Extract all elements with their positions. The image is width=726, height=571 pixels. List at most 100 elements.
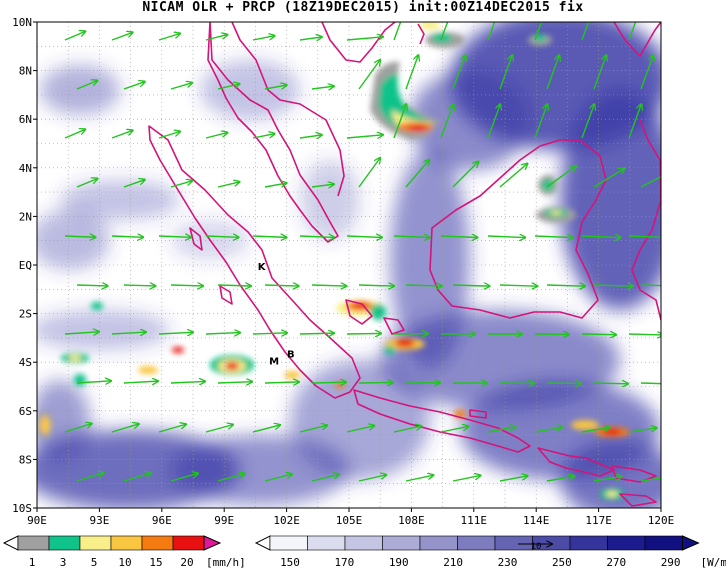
wind-vector [111, 332, 146, 334]
wind-vector [76, 473, 104, 482]
coast-sulawesi [631, 119, 661, 321]
wind-vector [393, 104, 406, 139]
wind-vector [628, 22, 637, 41]
olr-colorbar-units: [W/m^2] [701, 556, 726, 569]
wind-vector [499, 164, 527, 188]
precip-colorbar-label: 1 [29, 556, 36, 569]
wind-vector [217, 474, 245, 482]
coast-madura [469, 409, 487, 419]
wind-vector [252, 236, 286, 237]
wind-vector [252, 425, 280, 433]
wind-vector [640, 382, 661, 385]
coastlines [148, 22, 661, 507]
station-label: K [258, 262, 267, 273]
coast-java [353, 389, 531, 453]
wind-vector [311, 184, 334, 187]
wind-vector [299, 236, 334, 237]
wind-vector [405, 160, 429, 188]
wind-vector [440, 104, 453, 139]
wind-vector [452, 285, 490, 286]
wind-vector [158, 132, 180, 139]
wind-vector [123, 473, 151, 482]
olr-colorbar-swatch [607, 535, 646, 551]
coast-philippines [613, 22, 661, 57]
wind-vector [487, 236, 525, 238]
wind-vector [205, 236, 239, 237]
wind-vector [158, 332, 193, 334]
wind-vector [76, 381, 111, 383]
lon-tick-labels: 90E 93E 96E 99E 102E 105E 108E 111E 114E 117E 120E [27, 508, 674, 527]
wind-vector [217, 382, 252, 383]
wind-vector [452, 55, 465, 90]
wind-vector [452, 162, 478, 188]
wind-vector [546, 285, 585, 286]
wind-vector [217, 285, 251, 286]
wind-vector [170, 381, 205, 383]
precip-colorbar-swatch [17, 535, 50, 551]
wind-vector [499, 285, 537, 286]
wind-vector [393, 22, 402, 41]
wind-vector [440, 426, 468, 433]
lat-tick-label: 6N [19, 113, 32, 126]
wind-vector [581, 104, 594, 139]
lat-tick-label: EQ [19, 259, 32, 272]
wind-vector [640, 55, 653, 90]
wind-vector [64, 236, 95, 237]
wind-vector [158, 34, 180, 41]
olr-colorbar-swatch [419, 535, 458, 551]
wind-vector [346, 135, 383, 138]
olr-colorbar-label: 270 [606, 556, 626, 569]
olr-colorbar-label: 170 [334, 556, 354, 569]
wind-vector [299, 333, 334, 334]
coast-indochina [321, 22, 396, 63]
coast-thailand-gulf [231, 22, 345, 197]
wind-vector [499, 476, 528, 482]
olr-colorbar-swatch [269, 535, 308, 551]
lat-tick-label: 2S [19, 308, 32, 321]
olr-colorbar-label: 250 [552, 556, 572, 569]
coast-nias [189, 227, 203, 251]
lat-tick-label: 8N [19, 65, 32, 78]
precip-colorbar-label: 10 [118, 556, 131, 569]
wind-vector [593, 383, 628, 384]
wind-vector [64, 31, 85, 41]
station-label: M [269, 357, 279, 368]
wind-vector [581, 334, 616, 335]
wind-vector [358, 285, 394, 286]
wind-vector [311, 285, 346, 286]
wind-vector [487, 104, 500, 139]
wind-vector [158, 424, 186, 433]
lat-tick-labels: 10N 8N 6N 4N 2N EQ 2S 4S 6S 8S 10S [12, 16, 37, 515]
olr-colorbar-label: 190 [389, 556, 409, 569]
wind-vector [299, 135, 322, 138]
lon-tick-label: 111E [461, 514, 488, 527]
wind-vector [299, 425, 327, 433]
lat-tick-label: 4N [19, 162, 32, 175]
wind-vector [217, 182, 239, 188]
wind-vector [393, 426, 421, 433]
wind-vector [546, 476, 575, 482]
wind-vector [170, 285, 203, 286]
wind-vector [546, 383, 581, 384]
wind-vector [311, 86, 334, 89]
wind-vector [264, 285, 299, 286]
lon-tick-label: 108E [398, 514, 425, 527]
precip-colorbar-label: 5 [91, 556, 98, 569]
lat-tick-label: 10N [12, 16, 32, 29]
precip-colorbar-low-cap [2, 535, 19, 551]
olr-colorbar: 150 170 190 210 230 250 270 290 [W/m^2] 10 [254, 535, 726, 569]
wind-vector [217, 84, 239, 90]
wind-vector [593, 285, 633, 286]
wind-vector [440, 22, 449, 41]
wind-vector [64, 129, 85, 139]
wind-vector [358, 158, 380, 188]
precip-colorbar-swatch [141, 535, 174, 551]
wind-vector [358, 475, 386, 482]
wind-vector [628, 235, 661, 239]
wind-vector [64, 424, 92, 433]
wind-vector [264, 183, 287, 188]
station-label: B [287, 349, 295, 360]
station-labels: K MB [258, 262, 295, 368]
wind-vector [487, 427, 516, 433]
precip-colorbar-swatch [79, 535, 112, 551]
